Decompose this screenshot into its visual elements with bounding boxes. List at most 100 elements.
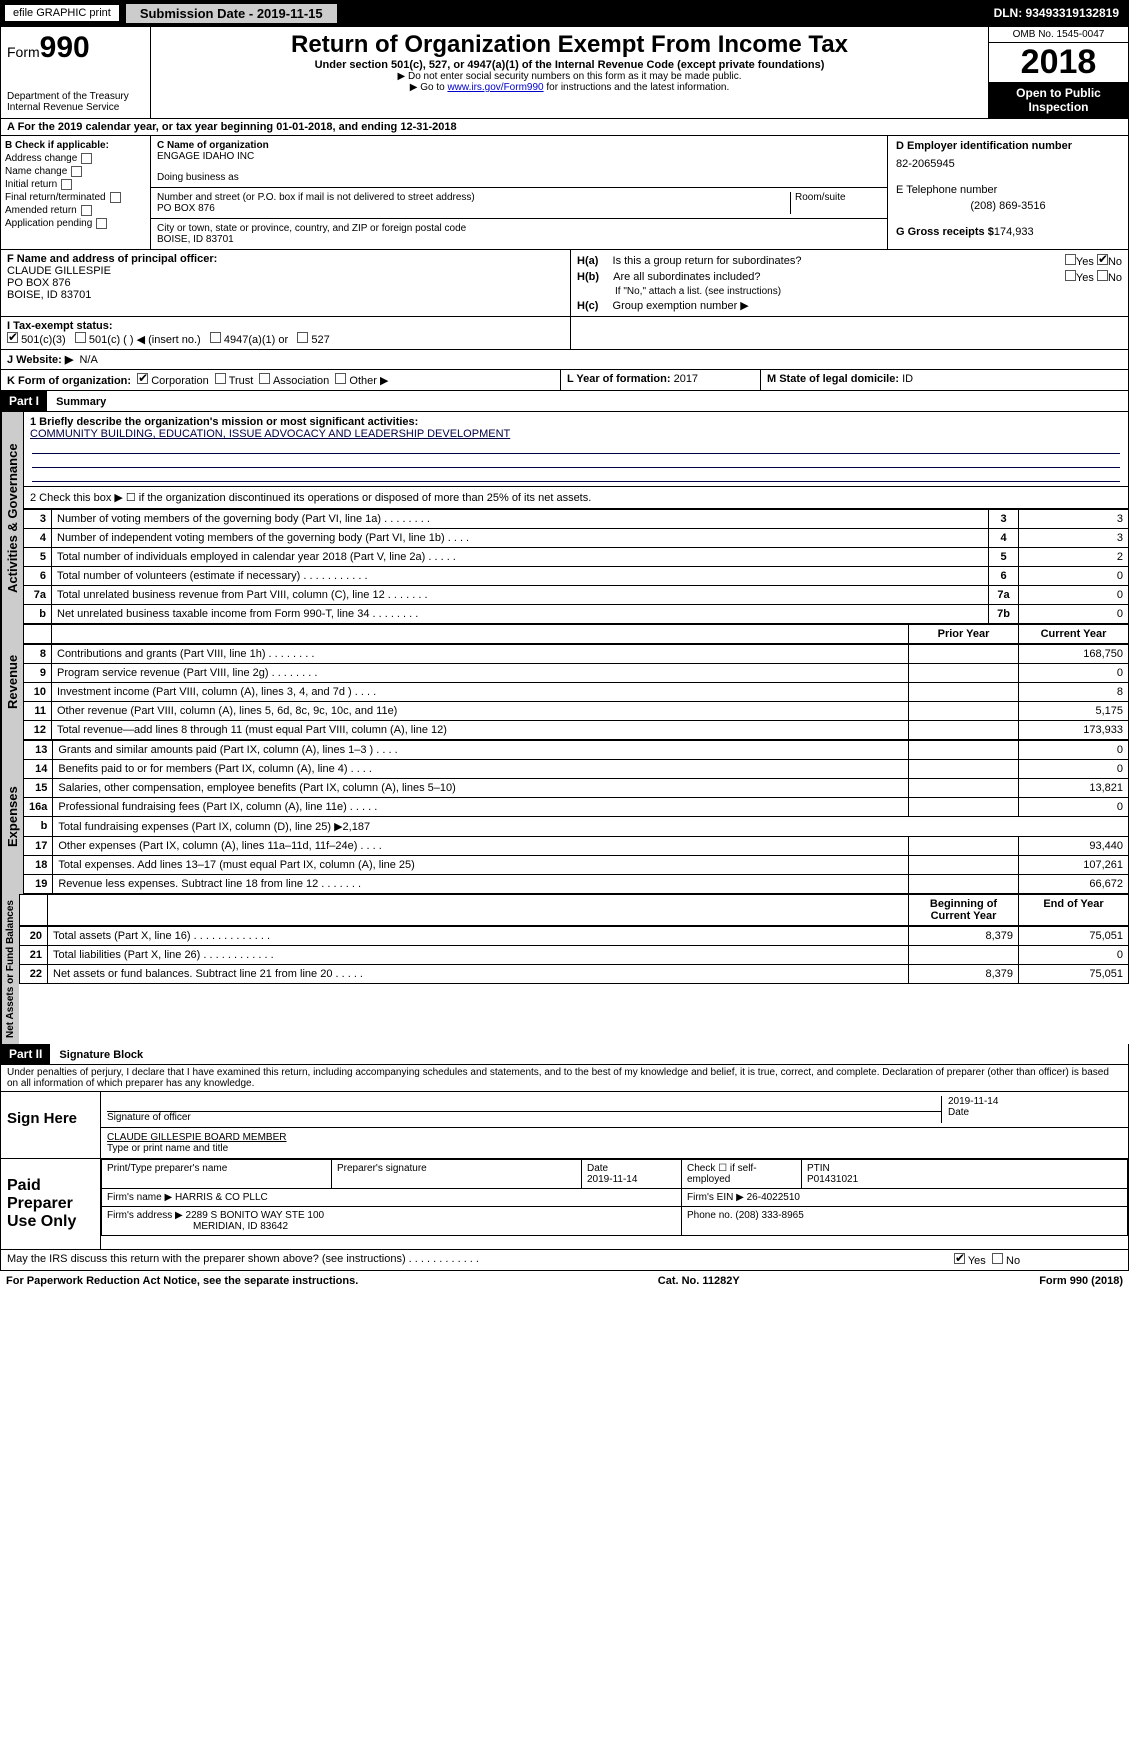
tab-revenue: Revenue (1, 624, 23, 740)
check-other[interactable] (335, 373, 346, 384)
ssn-note: ▶ Do not enter social security numbers o… (157, 71, 982, 82)
domicile-value: ID (902, 373, 913, 385)
hb-yes-checkbox[interactable] (1065, 270, 1076, 281)
prep-date-label: Date (587, 1163, 608, 1174)
ptin-value: P01431021 (807, 1174, 858, 1185)
omb-number: OMB No. 1545-0047 (989, 27, 1128, 43)
hb-note: If "No," attach a list. (see instruction… (577, 285, 1122, 298)
part2-header: Part II (1, 1044, 50, 1064)
check-initial: Initial return (5, 179, 57, 190)
rev-header-table: Prior YearCurrent Year (23, 624, 1129, 644)
officer-name: CLAUDE GILLESPIE (7, 265, 111, 277)
check-527[interactable] (297, 332, 308, 343)
part1-bar: Part I Summary (0, 391, 1129, 412)
year-formation: 2017 (674, 373, 698, 385)
table-row: bTotal fundraising expenses (Part IX, co… (24, 817, 1129, 837)
checkbox-amended[interactable] (81, 205, 92, 216)
table-row: 19Revenue less expenses. Subtract line 1… (24, 875, 1129, 894)
rev-lines-table: 8Contributions and grants (Part VIII, li… (23, 644, 1129, 740)
check-trust[interactable] (215, 373, 226, 384)
firm-addr1: 2289 S BONITO WAY STE 100 (186, 1210, 325, 1221)
table-row: 13Grants and similar amounts paid (Part … (24, 741, 1129, 760)
table-row: 5Total number of individuals employed in… (24, 548, 1129, 567)
table-row: bNet unrelated business taxable income f… (24, 605, 1129, 624)
street-address: PO BOX 876 (157, 203, 786, 214)
table-row: 3Number of voting members of the governi… (24, 510, 1129, 529)
hb-no-checkbox[interactable] (1097, 270, 1108, 281)
sig-officer-label: Signature of officer (107, 1112, 941, 1123)
paid-preparer-block: Paid Preparer Use Only Print/Type prepar… (0, 1159, 1129, 1250)
table-row: 8Contributions and grants (Part VIII, li… (24, 645, 1129, 664)
firm-addr-label: Firm's address ▶ (107, 1210, 183, 1221)
efile-print-label: efile GRAPHIC print (4, 4, 120, 22)
current-year-hdr: Current Year (1019, 625, 1129, 644)
discuss-question: May the IRS discuss this return with the… (1, 1250, 948, 1270)
form990-link[interactable]: www.irs.gov/Form990 (447, 82, 543, 93)
ha-text: Is this a group return for subordinates? (613, 255, 802, 267)
form-org-label: K Form of organization: (7, 375, 131, 387)
check-corp[interactable] (137, 373, 148, 384)
city-value: BOISE, ID 83701 (157, 234, 881, 245)
table-row: 16aProfessional fundraising fees (Part I… (24, 798, 1129, 817)
part1-title: Summary (56, 396, 106, 408)
room-label: Room/suite (791, 192, 881, 214)
check-4947[interactable] (210, 332, 221, 343)
ha-no-checkbox[interactable] (1097, 254, 1108, 265)
checkbox-final[interactable] (110, 192, 121, 203)
checkbox-name[interactable] (71, 166, 82, 177)
table-row: 6Total number of volunteers (estimate if… (24, 567, 1129, 586)
dln: DLN: 93493319132819 (984, 4, 1129, 22)
col-b-checkboxes: B Check if applicable: Address change Na… (1, 136, 151, 249)
org-name-label: C Name of organization (157, 140, 881, 151)
ha-yes-checkbox[interactable] (1065, 254, 1076, 265)
table-row: 18Total expenses. Add lines 13–17 (must … (24, 856, 1129, 875)
tab-activities-governance: Activities & Governance (1, 412, 23, 624)
part2-title: Signature Block (59, 1049, 143, 1061)
checkbox-address[interactable] (81, 153, 92, 164)
expenses-section: Expenses 13Grants and similar amounts pa… (0, 740, 1129, 894)
net-assets-section: Net Assets or Fund Balances Beginning of… (0, 894, 1129, 1044)
table-row: 11Other revenue (Part VIII, column (A), … (24, 702, 1129, 721)
tel-label: E Telephone number (896, 184, 1120, 196)
checkbox-initial[interactable] (61, 179, 72, 190)
tab-net-assets: Net Assets or Fund Balances (1, 894, 19, 1044)
officer-addr1: PO BOX 876 (7, 277, 71, 289)
revenue-section: Revenue Prior YearCurrent Year 8Contribu… (0, 624, 1129, 740)
row-i: I Tax-exempt status: 501(c)(3) 501(c) ( … (0, 317, 1129, 350)
website-value: N/A (79, 354, 97, 366)
table-row: 10Investment income (Part VIII, column (… (24, 683, 1129, 702)
sig-name-label: Type or print name and title (107, 1143, 1122, 1154)
hc-text: Group exemption number ▶ (613, 299, 749, 312)
check-assoc[interactable] (259, 373, 270, 384)
street-label: Number and street (or P.O. box if mail i… (157, 192, 786, 203)
mission-block: 1 Briefly describe the organization's mi… (23, 412, 1129, 487)
gross-receipts: G Gross receipts $174,933 (896, 226, 1120, 238)
discuss-no-checkbox[interactable] (992, 1253, 1003, 1264)
website-label: J Website: ▶ (7, 354, 73, 366)
part1-header: Part I (1, 391, 47, 411)
check-501c3[interactable] (7, 332, 18, 343)
sig-date: 2019-11-14 (948, 1096, 1122, 1107)
table-row: 12Total revenue—add lines 8 through 11 (… (24, 721, 1129, 740)
firm-ein: 26-4022510 (747, 1192, 800, 1203)
checkbox-pending[interactable] (96, 218, 107, 229)
footer-cat: Cat. No. 11282Y (658, 1275, 740, 1287)
na-header-table: Beginning of Current YearEnd of Year (19, 894, 1129, 926)
check-amended: Amended return (5, 205, 77, 216)
discuss-yes-checkbox[interactable] (954, 1253, 965, 1264)
prep-date: 2019-11-14 (587, 1174, 637, 1185)
firm-name-label: Firm's name ▶ (107, 1192, 172, 1203)
open-inspection: Open to Public Inspection (989, 82, 1128, 118)
form-header: Form990 Department of the Treasury Inter… (0, 26, 1129, 119)
form-number: Form990 (7, 31, 144, 65)
sig-date-label: Date (948, 1107, 1122, 1118)
efile-banner: efile GRAPHIC print Submission Date - 20… (0, 0, 1129, 26)
end-year-hdr: End of Year (1019, 895, 1129, 926)
domicile-label: M State of legal domicile: (767, 373, 899, 385)
check-final: Final return/terminated (5, 192, 106, 203)
table-row: 14Benefits paid to or for members (Part … (24, 760, 1129, 779)
mission-text: COMMUNITY BUILDING, EDUCATION, ISSUE ADV… (30, 428, 1122, 440)
table-row: 15Salaries, other compensation, employee… (24, 779, 1129, 798)
perjury-statement: Under penalties of perjury, I declare th… (0, 1065, 1129, 1092)
check-501c[interactable] (75, 332, 86, 343)
